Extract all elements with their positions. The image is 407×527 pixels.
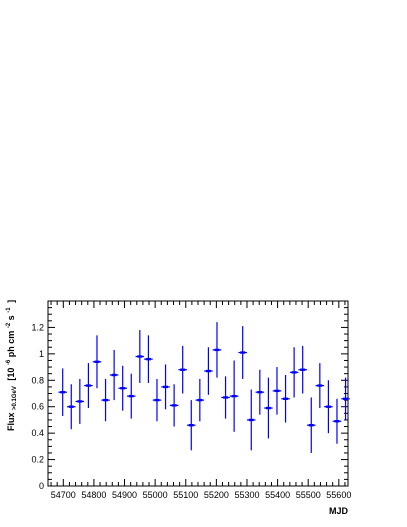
x-tick-label: 55100 [173,490,198,500]
data-point-marker [111,373,117,377]
y-tick-label: 0.2 [31,455,44,465]
data-point-marker [137,355,143,358]
x-tick-label: 55600 [326,490,351,500]
x-tick-label: 55300 [234,490,259,500]
y-axis-title-unit-exp3: -1 [6,307,12,313]
data-point-marker [205,369,211,373]
y-axis-title-unit-mid: ph cm [6,331,16,358]
data-point-marker [265,406,271,410]
y-axis-title: Flux >0.1GeV [10 -6 ph cm -2 s -1 ] [2,300,18,431]
data-point-marker [94,360,100,363]
y-tick-label: 0.8 [31,375,44,385]
y-axis-title-unit-prefix: [10 [6,368,16,381]
y-axis-title-unit-suffix: ] [6,300,16,303]
data-point-marker [197,398,203,402]
y-axis-title-unit-exp: -6 [6,359,12,365]
y-tick-label: 1.2 [31,322,44,332]
data-point-marker [334,420,340,423]
y-tick-label: 0.6 [31,402,44,412]
data-point-marker [308,424,314,427]
x-tick-label: 54700 [51,490,76,500]
data-point-marker [68,405,74,408]
data-point-marker [291,371,297,374]
data-point-marker [154,398,160,402]
data-point-marker [240,351,246,354]
y-axis-title-subscript: >0.1GeV [12,386,18,410]
x-tick-label: 54800 [81,490,106,500]
data-point-marker [317,384,323,387]
data-point-marker [145,357,151,361]
data-point-marker [300,368,306,371]
data-point-marker [325,405,331,408]
data-point-marker [257,390,263,394]
data-point-marker [248,418,254,422]
data-point-marker [180,368,186,371]
x-axis-title: MJD [329,506,349,516]
data-point-marker [120,387,126,390]
data-point-marker [214,348,220,352]
y-tick-label: 0.4 [31,428,44,438]
data-point-marker [103,398,109,402]
data-point-marker [223,396,229,399]
data-point-marker [85,384,91,387]
x-tick-label: 55500 [296,490,321,500]
y-tick-label: 0 [39,481,44,491]
plot-area: 54700 54800 54900 55000 55100 55200 55300 55400… [31,300,351,500]
data-point-marker [283,397,289,400]
y-axis-title-main: Flux [6,412,16,431]
y-axis-title-unit-exp2: -2 [6,322,12,328]
data-point-marker [188,424,194,427]
y-axis-title-unit-mid2: s [6,315,16,320]
x-tick-label: 54900 [112,490,137,500]
y-tick-label: 1 [39,349,44,359]
data-point-marker [163,385,169,389]
x-tick-label: 55000 [143,490,168,500]
x-tick-label: 55200 [204,490,229,500]
data-point-marker [128,394,134,398]
data-point-marker [343,397,349,400]
data-point-marker [231,394,237,398]
data-point-marker [171,404,177,407]
data-point-marker [60,390,66,394]
x-tick-label: 55400 [265,490,290,500]
data-point-marker [77,400,83,403]
data-point-marker [274,389,280,393]
